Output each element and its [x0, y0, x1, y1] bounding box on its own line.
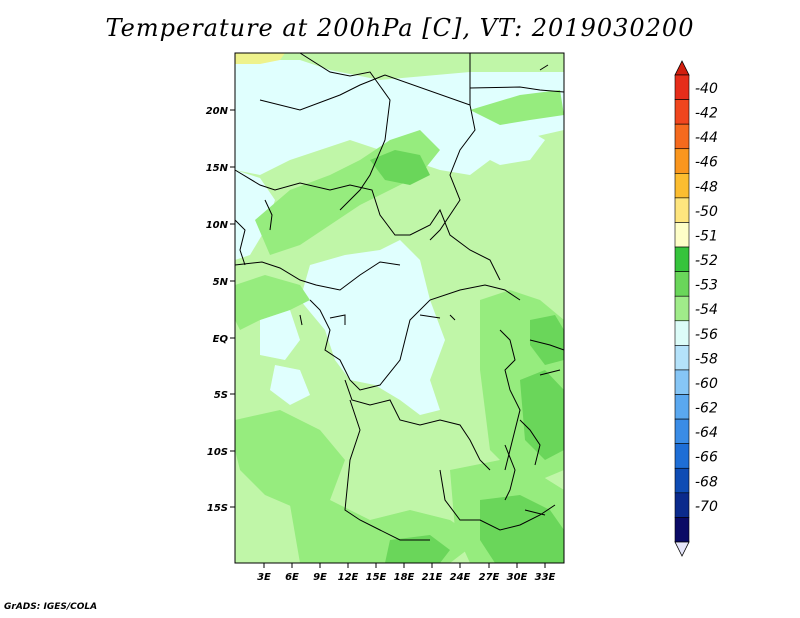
colorbar-swatch — [674, 418, 690, 444]
dark-green-patch-east — [520, 370, 564, 460]
longitude-axis: 3E 6E 9E 12E 15E 18E 21E 24E 27E 30E 33E — [257, 563, 556, 583]
chart-title: Temperature at 200hPa [C], VT: 201903020… — [105, 14, 695, 42]
lon-label-18e: 18E — [394, 572, 415, 583]
lon-label-27e: 27E — [479, 572, 500, 583]
lon-label-15e: 15E — [366, 572, 387, 583]
lat-label-20n: 20N — [206, 106, 229, 117]
colorbar-label: -68 — [695, 474, 718, 490]
colorbar-label: -46 — [695, 155, 718, 171]
lat-label-5n: 5N — [213, 277, 229, 288]
green-band-west — [235, 275, 310, 330]
colorbar-swatch — [674, 197, 690, 223]
colorbar-label: -48 — [695, 179, 718, 195]
colorbar-label: -54 — [695, 302, 718, 318]
cyan-region-sw — [260, 310, 300, 360]
colorbar-swatch — [674, 74, 690, 100]
lat-label-10n: 10N — [206, 220, 229, 231]
colorbar-swatch — [674, 394, 690, 420]
colorbar-label: -62 — [695, 401, 718, 417]
colorbar-label: -40 — [695, 81, 718, 97]
colorbar: -40 -42 -44 -46 -48 -50 -51 -52 -53 -54 -56 -58 -60 -… — [674, 60, 718, 557]
cyan-region-central — [300, 240, 445, 415]
colorbar-label: -51 — [695, 228, 718, 244]
dark-green-patch-north — [370, 150, 430, 185]
colorbar-swatch — [674, 467, 690, 494]
colorbar-label: -52 — [695, 253, 718, 269]
lon-label-12e: 12E — [338, 572, 359, 583]
colorbar-label: -64 — [695, 425, 718, 441]
green-band-southwest — [235, 410, 345, 510]
dark-green-patch-se — [480, 495, 564, 563]
colorbar-label: -42 — [695, 106, 718, 122]
country-borders — [234, 52, 565, 541]
colorbar-label: -66 — [695, 450, 718, 466]
dark-green-patch-ne — [530, 315, 564, 365]
map-panel — [234, 52, 565, 564]
lon-label-33e: 33E — [535, 572, 556, 583]
map-frame — [234, 52, 565, 564]
lat-label-eq: EQ — [213, 334, 229, 345]
cyan-region-west — [235, 170, 275, 260]
lat-label-15n: 15N — [206, 163, 229, 174]
colorbar-label: -50 — [695, 204, 718, 220]
cyan-region-sw2 — [270, 365, 310, 405]
lat-label-10s: 10S — [207, 447, 228, 458]
lon-label-24e: 24E — [450, 572, 471, 583]
colorbar-label: -58 — [695, 351, 718, 367]
latitude-axis: 20N 15N 10N 5N EQ 5S 10S 15S — [206, 106, 235, 514]
cyan-region-east — [480, 125, 545, 165]
colorbar-swatch — [674, 492, 690, 518]
colorbar-swatch — [674, 369, 690, 395]
colorbar-swatch — [674, 246, 690, 272]
colorbar-arrow-bottom — [674, 541, 690, 557]
colorbar-arrow-top — [674, 60, 690, 76]
lon-label-9e: 9E — [313, 572, 327, 583]
yellow-patch-nw — [235, 53, 285, 64]
colorbar-swatch — [674, 123, 690, 150]
credit-text: GrADS: IGES/COLA — [4, 602, 98, 612]
colorbar-swatch — [674, 99, 690, 125]
lon-label-3e: 3E — [257, 572, 271, 583]
colorbar-label: -53 — [695, 278, 718, 294]
colorbar-label: -44 — [695, 130, 718, 146]
colorbar-swatch — [674, 271, 690, 297]
colorbar-swatch — [674, 320, 690, 346]
lon-label-30e: 30E — [507, 572, 528, 583]
colorbar-swatch — [674, 345, 690, 371]
green-band-northeast — [470, 90, 564, 125]
colorbar-label: -60 — [695, 376, 718, 392]
colorbar-swatch — [674, 295, 690, 322]
colorbar-label: -70 — [695, 499, 718, 515]
colorbar-swatch — [674, 222, 690, 248]
colorbar-swatch — [674, 148, 690, 174]
colorbar-swatch — [674, 517, 690, 543]
colorbar-swatch — [674, 173, 690, 199]
colorbar-label: -56 — [695, 327, 718, 343]
lat-label-15s: 15S — [207, 503, 228, 514]
lon-label-6e: 6E — [285, 572, 299, 583]
colorbar-swatch — [674, 443, 690, 469]
lon-label-21e: 21E — [422, 572, 443, 583]
lat-label-5s: 5S — [214, 390, 228, 401]
dark-green-patch-s — [385, 535, 450, 563]
